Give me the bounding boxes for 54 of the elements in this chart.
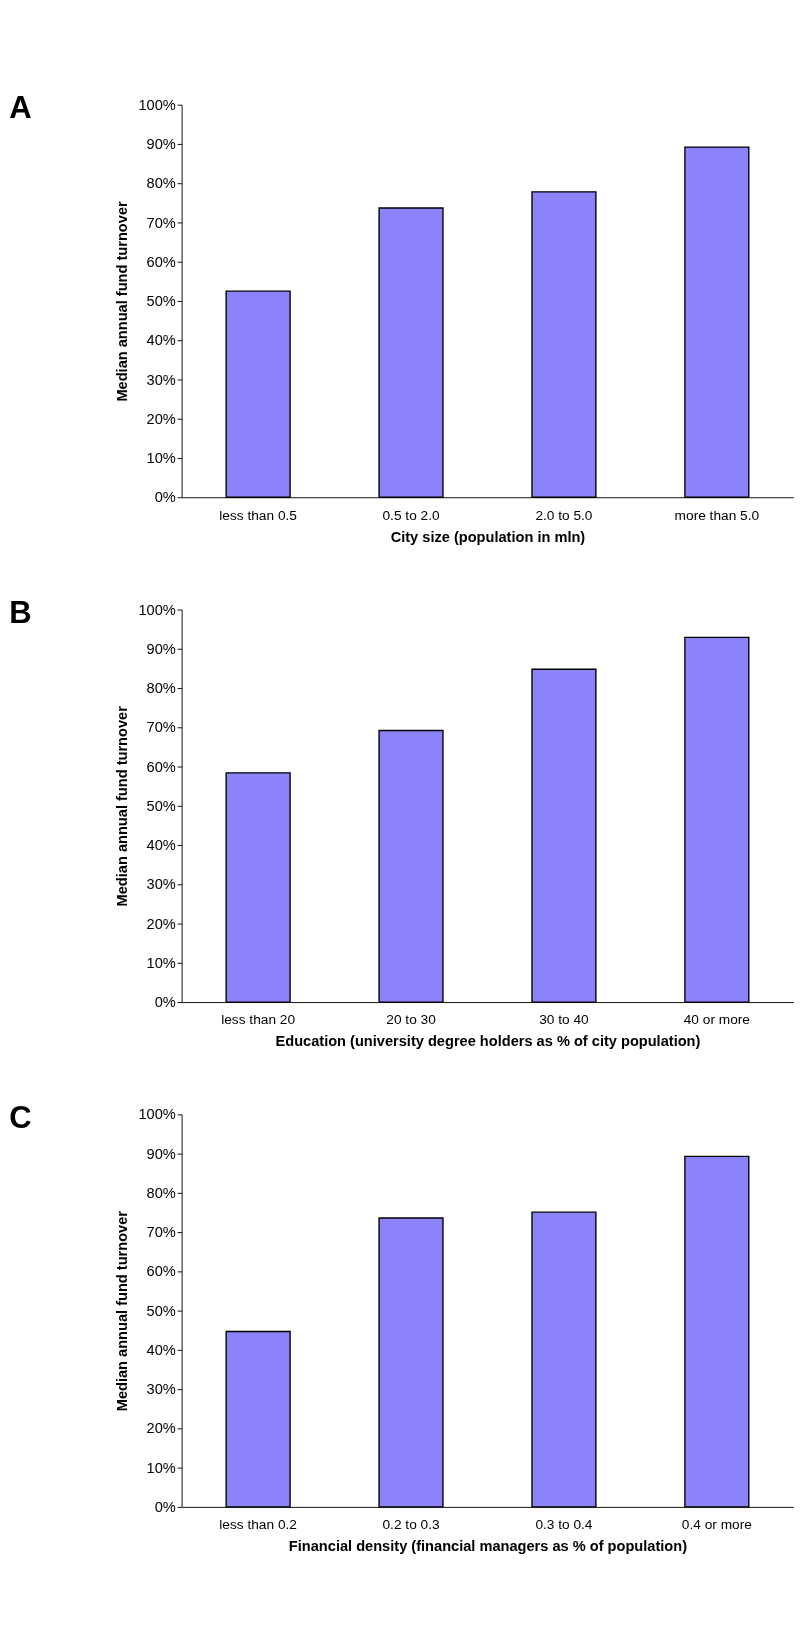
x-tick-label: less than 0.2 [219,1517,297,1533]
x-tick-label: 0.4 or more [681,1517,752,1533]
y-tick-label: 40% [146,1341,176,1358]
y-tick-label: 50% [146,797,176,814]
x-tick-label: more than 5.0 [674,507,760,523]
y-tick-label: 40% [146,332,176,349]
y-tick-label: 20% [146,410,176,427]
y-tick-label: 0% [154,1498,176,1515]
x-tick-label: 0.3 to 0.4 [535,1517,593,1533]
y-tick-label: 0% [154,489,176,506]
y-tick-label: 90% [146,136,176,152]
y-tick-label: 80% [146,175,176,192]
y-tick-label: 20% [146,915,176,932]
y-tick-label: 30% [146,876,176,893]
chart-title: B [9,595,32,631]
y-tick-label: 60% [146,253,176,270]
chart-title: C [9,1100,32,1136]
x-tick-label: 30 to 40 [539,1012,590,1028]
y-tick-label: 30% [146,371,176,388]
x-tick-label: less than 0.5 [219,507,298,523]
y-tick-label: 10% [146,954,176,971]
y-tick-label: 90% [146,640,176,657]
y-tick-label: 80% [146,1184,176,1201]
y-tick-label: 10% [146,1459,176,1476]
y-tick-label: 100% [138,1106,176,1123]
x-tick-label: 0.5 to 2.0 [382,507,440,523]
y-tick-label: 20% [146,1420,176,1437]
y-tick-label: 10% [146,450,176,467]
y-axis-title: Median annual fund turnover [113,705,130,907]
x-tick-label: 40 or more [683,1012,750,1028]
y-axis-title: Median annual fund turnover [113,1210,130,1412]
y-tick-label: 50% [146,293,176,310]
x-tick-label: 2.0 to 5.0 [535,507,593,523]
y-tick-label: 30% [146,1381,176,1398]
y-tick-label: 90% [146,1145,176,1162]
y-tick-label: 70% [146,1224,176,1241]
x-axis-title: City size (population in mln) [390,528,586,545]
x-tick-label: less than 20 [221,1012,296,1028]
x-tick-label: 0.2 to 0.3 [382,1517,440,1533]
y-tick-label: 70% [146,214,176,231]
x-axis-title: Financial density (financial managers as % of population) [288,1538,688,1555]
y-tick-label: 100% [138,601,176,618]
y-tick-label: 60% [146,1263,176,1280]
y-axis-title: Median annual fund turnover [113,201,130,402]
y-tick-label: 0% [154,994,176,1011]
y-tick-label: 70% [146,719,176,736]
chart-title: A [9,90,32,126]
y-tick-label: 40% [146,837,176,854]
y-tick-label: 50% [146,1302,176,1319]
x-tick-label: 20 to 30 [386,1012,437,1028]
y-tick-label: 60% [146,758,176,775]
y-tick-label: 80% [146,680,176,697]
y-tick-label: 100% [138,96,176,113]
x-axis-title: Education (university degree holders as % of city population) [275,1033,701,1050]
